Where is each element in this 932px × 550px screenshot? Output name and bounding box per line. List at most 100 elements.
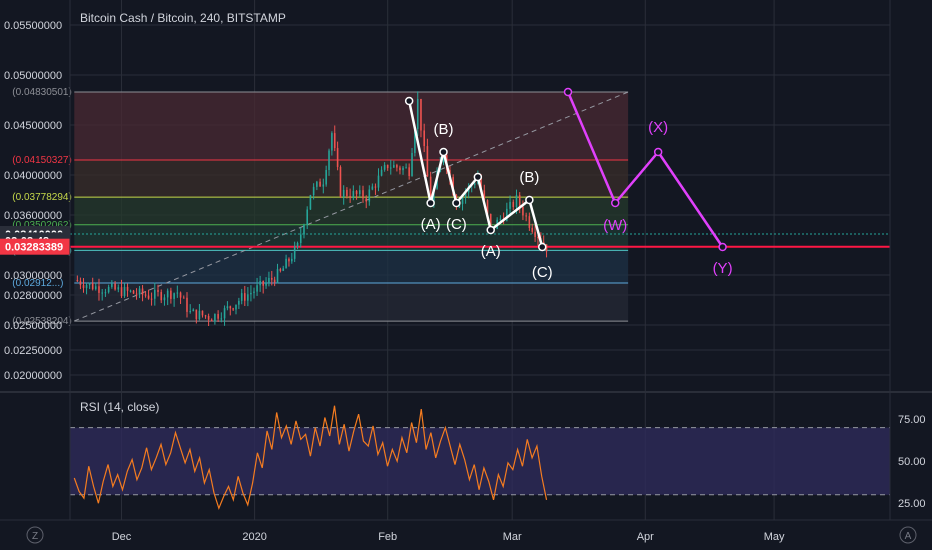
white-wave-node[interactable] <box>486 225 495 235</box>
candle-body <box>426 146 429 177</box>
candle-body <box>144 294 147 296</box>
svg-text:Z: Z <box>32 531 38 542</box>
white-wave-node[interactable] <box>452 198 461 208</box>
candle-body <box>173 293 175 299</box>
candle-body <box>189 311 192 313</box>
candle-body <box>442 155 445 163</box>
candle-body <box>420 98 422 131</box>
candle-body <box>285 258 287 269</box>
candle-body <box>489 214 492 227</box>
magenta-wave-label: (X) <box>648 119 668 136</box>
candle-body <box>247 294 249 301</box>
candle-body <box>518 195 521 207</box>
timezone-z-icon[interactable]: Z <box>26 526 44 544</box>
candle-body <box>288 258 290 262</box>
rsi-line <box>73 405 548 510</box>
white-wave-node[interactable] <box>426 198 435 208</box>
candle-body <box>383 164 386 170</box>
white-wave-node[interactable] <box>538 242 547 252</box>
fib-zone <box>74 250 629 283</box>
scale-a-icon[interactable]: A <box>899 526 917 544</box>
magenta-wave-node[interactable] <box>653 147 663 157</box>
magenta-wave-node[interactable] <box>563 87 573 97</box>
candle-body <box>509 201 511 209</box>
magenta-wave-node[interactable] <box>718 242 727 252</box>
candle-body <box>461 196 464 204</box>
fib-zone <box>74 91 629 160</box>
candle-body <box>243 293 246 301</box>
candle-body <box>429 176 432 206</box>
wave-annotations[interactable]: (B) (A) (C) (B) (A) (C) (X) (W) (Y) <box>404 87 733 282</box>
candle-body <box>98 286 100 293</box>
magenta-wave-node[interactable] <box>610 198 620 208</box>
fib-retracement[interactable]: (0.04830501) (0.04150327) (0.03778294) (0.0… <box>12 87 629 327</box>
candle-body <box>256 285 258 292</box>
candle-body <box>104 292 107 294</box>
fib-zone <box>74 197 629 225</box>
candle-body <box>186 297 188 312</box>
candle-body <box>380 169 383 176</box>
candle-body <box>235 304 237 310</box>
fib-level-label: (0.04150327) <box>12 155 72 166</box>
candle-body <box>79 281 82 286</box>
white-wave-node[interactable] <box>473 172 483 182</box>
candle-body <box>204 315 207 317</box>
white-wave-node[interactable] <box>404 96 414 106</box>
candle-body <box>537 236 539 239</box>
candle-body <box>276 269 279 283</box>
y-tick-label: 0.03000000 <box>4 270 62 282</box>
candle-body <box>232 308 234 310</box>
candle-body <box>483 190 486 201</box>
candle-body <box>411 152 413 176</box>
candle-body <box>279 269 282 271</box>
candle-body <box>268 277 270 283</box>
candle-body <box>160 292 163 301</box>
candle-body <box>226 306 229 309</box>
candle-body <box>342 189 345 197</box>
candle-body <box>312 186 315 196</box>
time-axis[interactable]: Dec 2020 Feb Mar Apr May <box>112 531 785 543</box>
candle-body <box>405 167 407 169</box>
y-tick-label: 0.04000000 <box>4 170 62 182</box>
candle-body <box>135 293 138 295</box>
candle-body <box>150 298 153 300</box>
white-wave-node[interactable] <box>525 195 534 205</box>
candle-body <box>473 183 476 185</box>
candle-body <box>352 191 355 198</box>
price-tags: 0.0341000002:03:480.03283389 <box>0 226 70 255</box>
candle-body <box>153 289 156 299</box>
candle-body <box>358 190 361 195</box>
candle-body <box>163 297 166 301</box>
candle-body <box>210 319 213 322</box>
candle-body <box>368 189 371 202</box>
candle-body <box>325 169 327 185</box>
candle-body <box>396 165 398 168</box>
price-tag <box>0 238 70 255</box>
candle-body <box>349 195 351 198</box>
magenta-wave-path[interactable] <box>566 91 724 248</box>
y-tick-label: 0.02250000 <box>4 345 62 357</box>
candle-body <box>433 188 435 206</box>
candle-body <box>94 286 97 290</box>
candle-body <box>309 195 312 210</box>
x-tick-label: 2020 <box>242 531 266 543</box>
candle-body <box>386 164 389 169</box>
fib-level-label: (0.02538204) <box>12 316 72 327</box>
white-wave-node[interactable] <box>439 147 448 157</box>
candle-body <box>85 285 88 289</box>
candle-body <box>282 268 285 271</box>
trend-line[interactable] <box>74 91 629 322</box>
candle-body <box>179 292 182 298</box>
white-wave-path[interactable] <box>407 100 544 248</box>
rsi-y-tick-label: 50.00 <box>898 456 926 468</box>
candle-body <box>389 167 392 169</box>
candle-body <box>273 279 276 283</box>
candle-body <box>107 286 110 293</box>
rsi-title: RSI (14, close) <box>80 400 159 414</box>
price-axis[interactable]: 0.05500000 0.05000000 0.04500000 0.04000000… <box>4 20 926 510</box>
y-tick-label: 0.03600000 <box>4 210 62 222</box>
candle-body <box>192 309 195 312</box>
candle-body <box>486 200 489 215</box>
svg-text:A: A <box>905 531 912 542</box>
